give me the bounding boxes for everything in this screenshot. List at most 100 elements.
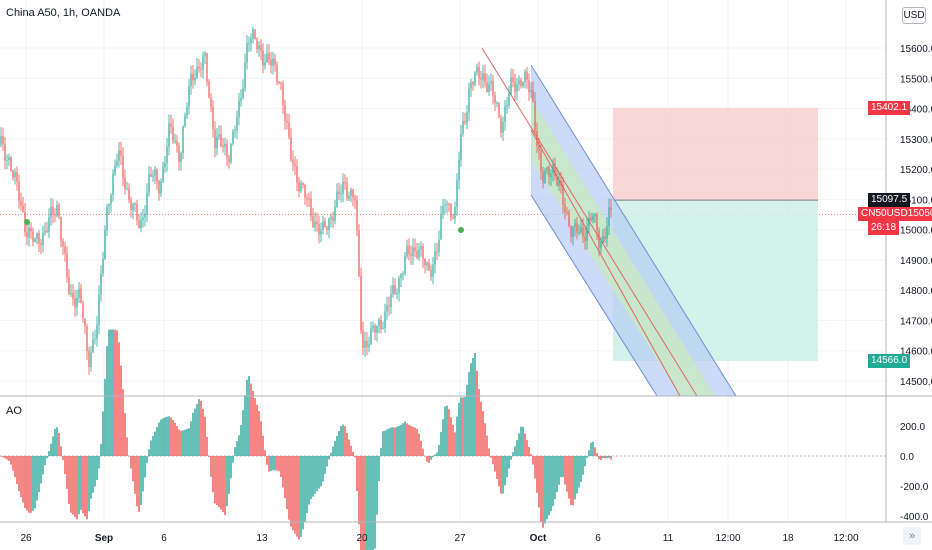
ao-bar (158, 422, 160, 456)
ao-bar (312, 456, 314, 497)
ao-bar (610, 456, 612, 460)
ao-bar (112, 329, 114, 456)
stop-loss-zone (613, 107, 818, 201)
candle-body (602, 236, 604, 243)
ao-bar (468, 372, 470, 456)
channel-middle-band (531, 98, 715, 396)
ao-bar (496, 456, 498, 479)
indicator-label[interactable]: AO (6, 405, 22, 417)
ao-bar (308, 456, 310, 505)
candle-body (204, 53, 206, 57)
candle-body (568, 212, 570, 227)
ao-bar (518, 433, 520, 456)
ao-bar (334, 440, 336, 456)
candle-body (600, 242, 602, 249)
candle-body (16, 171, 18, 182)
ao-bar (490, 456, 492, 458)
time-tick-label: 13 (256, 533, 268, 544)
candle-body (120, 150, 122, 157)
candle-body (524, 71, 526, 82)
channel-upper-edge (530, 64, 737, 397)
ao-bar (336, 435, 338, 456)
regression-channel[interactable] (481, 47, 737, 397)
candle-body (56, 204, 58, 216)
time-tick-label: 18 (782, 533, 794, 544)
ao-bar (426, 456, 428, 462)
ao-bar (248, 375, 250, 456)
candle-body (418, 249, 420, 258)
ao-bar (280, 456, 282, 477)
ao-bar (188, 428, 190, 456)
candle-body (332, 216, 334, 221)
candle-body (344, 181, 346, 184)
ao-bar (330, 452, 332, 456)
ao-bar (24, 456, 26, 509)
ao-bar (166, 416, 168, 456)
candle-body (316, 221, 318, 225)
scroll-to-latest-icon[interactable]: » (903, 527, 921, 545)
ao-bar (344, 426, 346, 456)
candle-body (166, 146, 168, 164)
candle-body (196, 66, 198, 79)
candle-body (378, 319, 380, 326)
candle-body (70, 292, 72, 294)
candle-body (270, 59, 272, 66)
candle-body (486, 82, 488, 92)
ao-bar (128, 455, 130, 457)
ao-bar (194, 408, 196, 456)
ao-bar (302, 456, 304, 530)
price-tick-label: 15500.0 (900, 74, 932, 85)
candle-body (368, 344, 370, 348)
candle-body (558, 180, 560, 187)
candle-body (46, 230, 48, 232)
candle-body (134, 203, 136, 205)
channel-inner-line (530, 129, 681, 397)
ao-bar (460, 397, 462, 456)
ao-bar (10, 456, 12, 465)
candle-body (348, 195, 350, 199)
candle-body (596, 213, 598, 231)
candle-body (232, 131, 234, 144)
candle-body (586, 226, 588, 241)
ao-bar (44, 456, 46, 466)
ao-bar (372, 456, 374, 550)
ao-bar (46, 456, 48, 459)
ao-bar (432, 456, 434, 457)
candle-body (454, 207, 456, 219)
ao-bar (366, 456, 368, 550)
candle-body (518, 79, 520, 85)
ao-bar (28, 456, 30, 513)
candle-body (224, 143, 226, 147)
time-tick-label: 12:00 (833, 533, 858, 544)
ao-bar (56, 427, 58, 456)
ao-bar (216, 456, 218, 506)
ao-bar (182, 430, 184, 456)
candle-body (58, 204, 60, 217)
ao-bar (132, 456, 134, 482)
candle-body (356, 200, 358, 231)
ao-bar (38, 456, 40, 493)
candle-body (0, 136, 2, 145)
ao-bar (236, 441, 238, 456)
candle-body (138, 220, 140, 229)
candle-body (108, 203, 110, 207)
candle-body (304, 184, 306, 198)
ao-bar (138, 456, 140, 513)
candle-body (32, 231, 34, 243)
ao-bar (150, 440, 152, 456)
ao-bar (540, 456, 542, 523)
ao-bar (300, 456, 302, 537)
ao-bar (104, 378, 106, 456)
ao-bar (198, 399, 200, 456)
currency-button[interactable]: USD (902, 7, 926, 24)
ao-bar (162, 418, 164, 456)
candle-body (410, 253, 412, 257)
ao-bar (326, 456, 328, 467)
candle-body (540, 150, 542, 172)
candle-body (276, 64, 278, 82)
ao-bar (572, 456, 574, 506)
ao-bar (124, 413, 126, 456)
chart-title[interactable]: China A50, 1h, OANDA (6, 7, 121, 19)
ao-bar (74, 456, 76, 517)
